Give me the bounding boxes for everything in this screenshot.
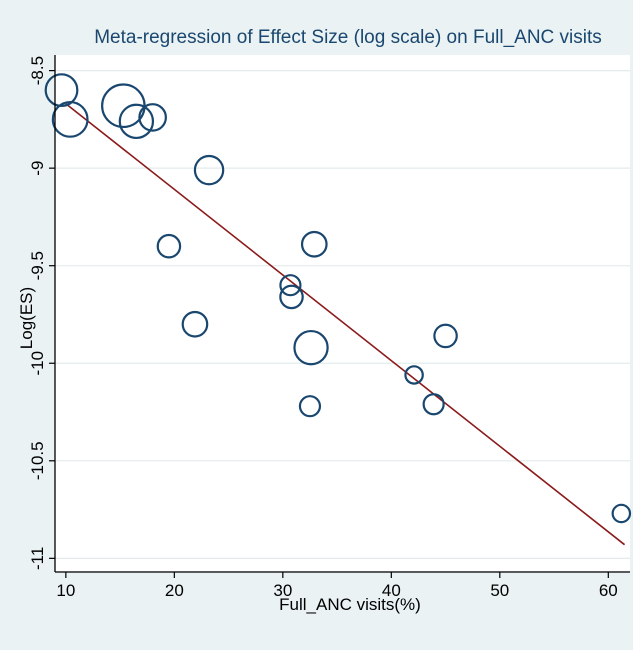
x-tick-label: 60 xyxy=(599,581,618,600)
data-point xyxy=(118,103,155,140)
data-point xyxy=(138,103,167,132)
y-tick-label: -9.5 xyxy=(28,251,47,280)
data-point xyxy=(404,365,424,385)
x-axis-label: Full_ANC visits(%) xyxy=(279,595,421,614)
x-tick-label: 30 xyxy=(273,581,292,600)
y-axis-label: Log(ES) xyxy=(17,287,36,349)
data-point xyxy=(300,230,328,258)
regression-line xyxy=(65,103,626,546)
point-layer xyxy=(44,73,632,524)
chart-title: Meta-regression of Effect Size (log scal… xyxy=(94,27,602,48)
y-tick-label: -9 xyxy=(28,161,47,176)
data-point xyxy=(51,100,89,138)
data-point xyxy=(279,274,302,297)
x-tick-label: 40 xyxy=(382,581,401,600)
data-point xyxy=(433,323,458,349)
y-tick-label: -10 xyxy=(28,351,47,376)
data-point xyxy=(156,233,182,259)
x-axis-ticks: 10 20 30 40 50 60 xyxy=(56,572,618,600)
x-tick-label: 20 xyxy=(165,581,184,600)
y-tick-label: -11 xyxy=(28,547,47,570)
data-point xyxy=(193,154,225,186)
grid-lines xyxy=(55,70,630,559)
plot-area xyxy=(55,55,630,571)
y-tick-label: -8.5 xyxy=(28,56,47,85)
data-point xyxy=(44,73,79,108)
data-point xyxy=(181,310,209,338)
data-point xyxy=(422,393,445,416)
fit-line-layer xyxy=(65,103,626,546)
data-point xyxy=(279,284,304,310)
data-point xyxy=(293,329,329,366)
data-point xyxy=(298,395,322,418)
y-tick-label: -10.5 xyxy=(28,441,47,480)
data-point xyxy=(611,503,632,524)
x-tick-label: 50 xyxy=(490,581,509,600)
y-axis-ticks: -8.5 -9 -9.5 -10 -10.5 -11 xyxy=(28,56,55,570)
x-tick-label: 10 xyxy=(56,581,75,600)
